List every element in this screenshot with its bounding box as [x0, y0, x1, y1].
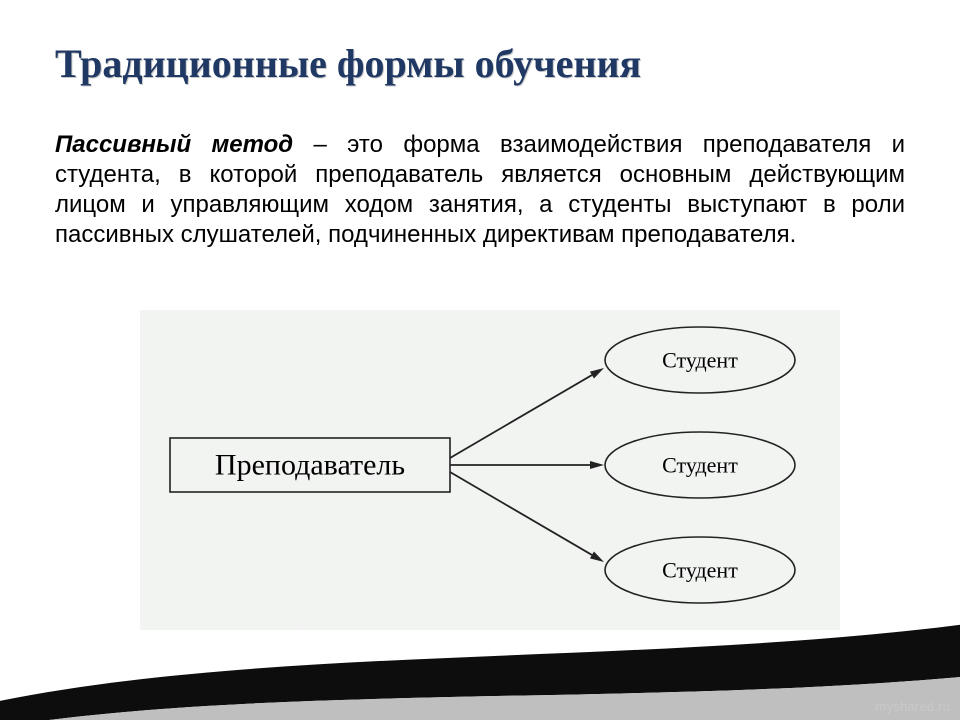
body-paragraph: Пассивный метод – это форма взаимодейств…	[55, 130, 905, 250]
slide: Традиционные формы обучения Пассивный ме…	[0, 0, 960, 720]
swoosh-bottom	[0, 670, 960, 720]
diagram-svg: Преподаватель Студент Студент Студент	[140, 310, 840, 630]
diagram: Преподаватель Студент Студент Студент	[140, 310, 840, 630]
lead-term: Пассивный метод	[55, 131, 293, 158]
student-label: Студент	[662, 348, 738, 373]
watermark: myshared.ru	[876, 699, 950, 714]
student-label: Студент	[662, 453, 738, 478]
teacher-label: Преподаватель	[215, 449, 405, 482]
slide-title: Традиционные формы обучения	[55, 40, 641, 87]
student-label: Студент	[662, 558, 738, 583]
swoosh-top	[0, 615, 960, 720]
